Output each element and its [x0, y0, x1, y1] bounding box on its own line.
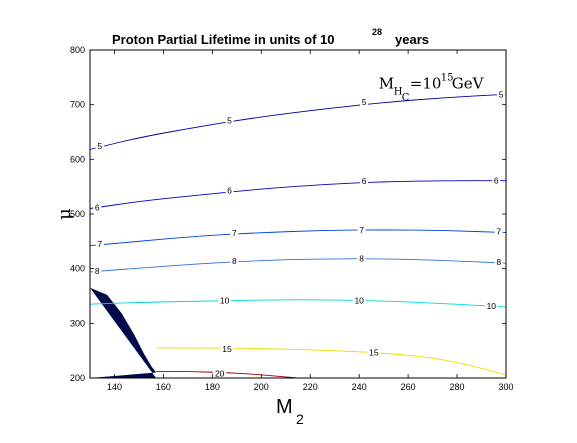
- contour-layer: [89, 93, 507, 379]
- x-tick-label: 280: [450, 382, 465, 392]
- y-tick-label: 500: [70, 209, 85, 219]
- contour-line-20: [156, 370, 299, 379]
- contour-label-5: 5: [97, 141, 102, 151]
- plot-background: [90, 50, 506, 378]
- contour-label-bg: [93, 202, 102, 212]
- x-axis-label: M 2: [276, 396, 304, 427]
- x-tick-label: 160: [156, 382, 171, 392]
- annotation-unit: GeV: [452, 74, 485, 92]
- contour-label-bg: [360, 176, 369, 186]
- contour-line-7: [89, 229, 507, 247]
- contour-label-7: 7: [232, 228, 237, 238]
- contour-label-7: 7: [496, 227, 501, 237]
- tick-layer: 140 160 180 200 220 240 260 280 300 200 300 400 500 6…: [70, 45, 514, 392]
- contour-label-15: 15: [369, 347, 379, 357]
- x-axis-label-text: M: [276, 396, 293, 418]
- contour-label-5: 5: [362, 97, 367, 107]
- contour-label-bg: [494, 226, 503, 236]
- x-tick-label: 200: [254, 382, 269, 392]
- y-tick-label: 600: [70, 154, 85, 164]
- y-tick-label: 400: [70, 264, 85, 274]
- contour-line-10: [89, 299, 507, 308]
- contour-label-5: 5: [227, 116, 232, 126]
- contour-label-6: 6: [494, 176, 499, 186]
- contour-label-8: 8: [95, 266, 100, 276]
- contour-label-bg: [93, 265, 102, 275]
- contour-label-8: 8: [496, 257, 501, 267]
- contour-line-15: [156, 347, 507, 376]
- contour-label-bg: [220, 344, 234, 353]
- chart-title-text: Proton Partial Lifetime in units of 10: [112, 32, 334, 47]
- x-tick-label: 180: [205, 382, 220, 392]
- contour-label-bg: [230, 228, 239, 238]
- contour-label-bg: [225, 115, 234, 125]
- contour-label-20: 20: [215, 369, 225, 379]
- contour-label-15: 15: [222, 344, 232, 354]
- x-tick-label: 140: [107, 382, 122, 392]
- contour-label-bg: [367, 347, 381, 357]
- contour-label-bg: [360, 96, 369, 106]
- excluded-region: [90, 287, 157, 378]
- contour-label-bg: [357, 224, 366, 234]
- y-tick-label: 700: [70, 100, 85, 110]
- contour-label-10: 10: [220, 295, 230, 305]
- chart-title-suffix: years: [395, 32, 429, 47]
- annotation-sub2: C: [402, 92, 410, 103]
- contour-label-10: 10: [487, 301, 497, 311]
- contour-label-bg: [497, 89, 506, 99]
- contour-label-6: 6: [95, 202, 100, 212]
- contour-label-5: 5: [499, 89, 504, 99]
- contour-label-bg: [95, 239, 104, 249]
- contour-label-bg: [213, 368, 227, 378]
- contour-label-bg: [357, 253, 366, 263]
- contour-label-6: 6: [227, 186, 232, 196]
- contour-label-layer: 5 5 5 5 6 6 6 6 7 7 7 7 8 8 8 8 10 10 10 15 15 20: [93, 89, 506, 379]
- x-tick-label: 300: [498, 382, 513, 392]
- annotation-sub1: H: [394, 86, 403, 97]
- contour-label-bg: [225, 185, 234, 195]
- x-axis-label-subscript: 2: [296, 411, 304, 427]
- y-tick-label: 300: [70, 318, 85, 328]
- chart-title-exponent: 28: [372, 27, 382, 37]
- annotation-eq: =10: [410, 74, 442, 92]
- y-axis-label: μ: [54, 208, 75, 220]
- x-tick-label: 220: [303, 382, 318, 392]
- contour-label-6: 6: [362, 176, 367, 186]
- chart-title: Proton Partial Lifetime in units of 10 2…: [112, 27, 429, 47]
- y-tick-label: 800: [70, 45, 85, 55]
- contour-line-8: [89, 258, 507, 273]
- contour-label-bg: [218, 295, 232, 305]
- contour-label-bg: [494, 257, 503, 267]
- contour-label-bg: [484, 300, 498, 310]
- plot-area: 5 5 5 5 6 6 6 6 7 7 7 7 8 8 8 8 10 10 10 15 15 20 140 160 180 20…: [70, 45, 514, 392]
- contour-label-bg: [492, 175, 501, 185]
- x-tick-label: 260: [401, 382, 416, 392]
- contour-label-8: 8: [232, 256, 237, 266]
- contour-label-8: 8: [359, 253, 364, 263]
- contour-label-bg: [230, 256, 239, 265]
- contour-label-10: 10: [354, 295, 364, 305]
- contour-label-bg: [95, 141, 104, 151]
- contour-label-bg: [352, 295, 366, 305]
- contour-line-6: [89, 180, 506, 209]
- excluded-region-layer: [90, 287, 157, 378]
- annotation-base: M: [379, 74, 394, 92]
- contour-label-7: 7: [359, 225, 364, 235]
- x-tick-label: 240: [352, 382, 367, 392]
- annotation-exp: 15: [441, 72, 454, 83]
- y-tick-label: 200: [70, 373, 85, 383]
- contour-label-7: 7: [97, 239, 102, 249]
- contour-line-5: [89, 93, 507, 150]
